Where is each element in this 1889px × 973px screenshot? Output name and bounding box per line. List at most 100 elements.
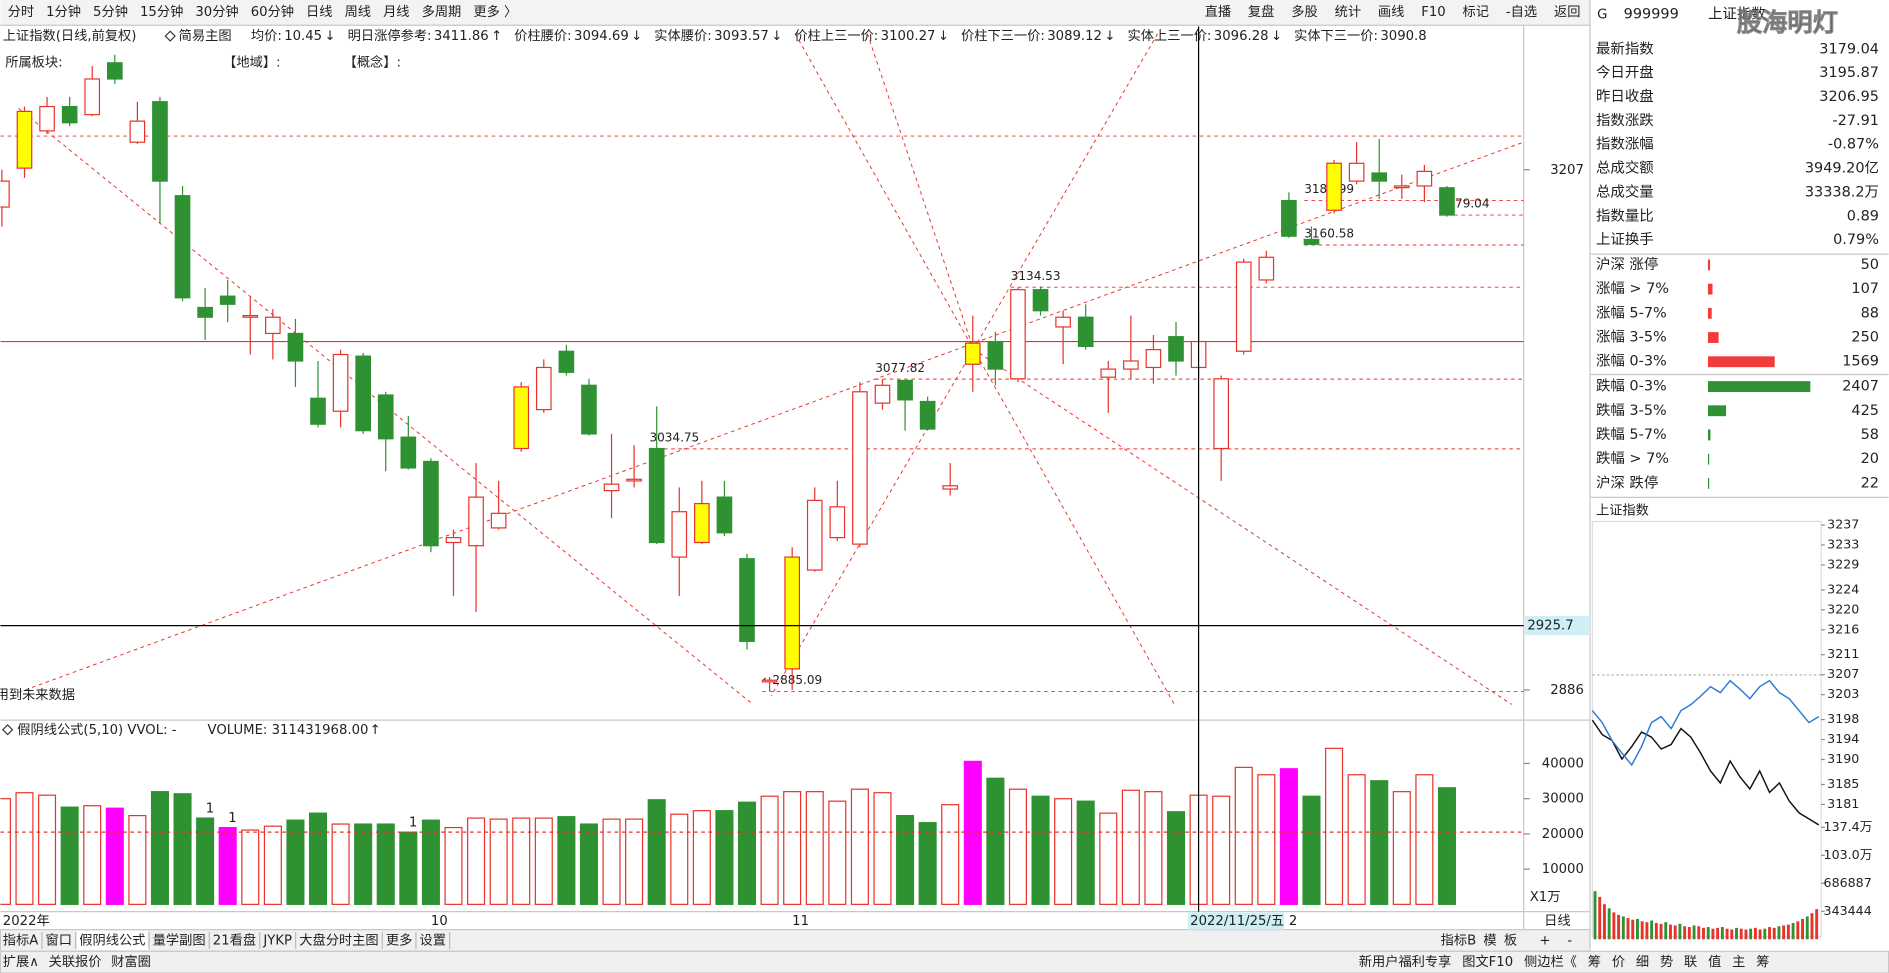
candle-body [1439,187,1455,216]
period-button[interactable]: 30分钟 [195,3,238,20]
volume-bar [670,813,689,905]
intraday-volume-bar [1786,924,1790,940]
tab[interactable]: 21看盘 [213,931,256,948]
volume-bar [963,760,982,905]
status-tab[interactable]: 值 [1708,954,1721,970]
candle-body [897,379,913,401]
intraday-volume-bar [1654,922,1658,940]
volume-bar [241,829,260,905]
tab[interactable]: 板 [1504,932,1517,948]
period-button[interactable]: 更多 〉 [473,3,517,20]
tab[interactable]: - [1567,933,1572,948]
y-tick-label: 3194 [1827,731,1859,746]
candle-body [423,460,439,547]
candle-body [558,350,575,373]
tool-button[interactable]: 复盘 [1248,3,1274,20]
intraday-volume-bar [1782,925,1786,940]
period-button[interactable]: 多周期 [422,3,462,20]
indicator-value: 实体上三一价: [1128,28,1212,44]
volume-bar [1166,811,1186,905]
y-tick-label: 3233 [1827,536,1859,551]
candle-body [1123,360,1139,370]
tab[interactable]: 指标B [1441,932,1477,948]
candle-body [694,502,710,544]
period-button[interactable]: 分时 [8,4,34,20]
tab[interactable]: 假阴线公式 [79,932,145,948]
tab[interactable]: 指标A [3,932,39,948]
tool-button[interactable]: 画线 [1378,4,1404,20]
candle-body [1348,162,1365,182]
period-button[interactable]: 15分钟 [140,3,183,20]
volume-bar [1302,795,1321,905]
volume-bar [489,818,508,905]
status-tab[interactable]: 细 [1636,954,1649,970]
candle-body [671,511,688,558]
period-button[interactable]: 5分钟 [93,3,128,20]
tool-button[interactable]: 多股 [1291,3,1317,20]
y-tick-label: 3198 [1827,711,1859,726]
period-button[interactable]: 日线 [306,4,332,20]
candle-body [1145,349,1162,369]
status-tab[interactable]: 价 [1612,955,1625,970]
status-bar [0,950,1889,973]
x-axis-mode: 日线 [1544,913,1570,929]
intraday-line [1591,679,1820,767]
tab[interactable]: 更多 [386,931,412,948]
status-tab[interactable]: 势 [1660,954,1673,970]
volume-bar [557,816,576,905]
tab[interactable]: 量学副图 [153,932,206,948]
candle-body [1055,316,1071,328]
tool-button[interactable]: 统计 [1335,4,1361,20]
status-tab[interactable]: 主 [1732,954,1745,970]
breadth-label: 涨幅 > 7% [1596,280,1669,297]
tool-button[interactable]: -自选 [1506,4,1537,20]
tool-button[interactable]: 直播 [1205,4,1231,20]
tab[interactable]: 设置 [420,932,446,948]
breadth-value: 22 [1861,475,1879,491]
period-button[interactable]: 60分钟 [251,3,294,20]
candle-body [242,315,259,318]
indicator-arrow: ↓ [631,29,642,44]
status-tab[interactable]: 侧边栏《 [1524,954,1577,970]
tool-button[interactable]: 标记 [1463,4,1489,20]
status-tab[interactable]: 筹 [1756,953,1769,970]
volume-bar [376,823,395,905]
status-tab[interactable]: 新用户福利专享 [1359,953,1452,970]
y-tick-label: 3185 [1827,776,1859,791]
candle-body [829,506,846,539]
intraday-volume-bar [1621,916,1625,940]
trend-line [794,33,1175,705]
breadth-label: 跌幅 0-3% [1596,378,1667,395]
status-tab[interactable]: 联 [1684,954,1697,970]
chart-title: 上证指数(日线,前复权) [3,27,137,44]
tool-button[interactable]: 返回 [1554,4,1580,20]
y-tick-label: 3211 [1827,646,1859,661]
tab[interactable]: 模 [1483,932,1496,948]
status-tab[interactable]: 财富圈 [111,953,151,970]
status-tab[interactable]: 关联报价 [49,954,102,970]
y-tick-label: 40000 [1542,756,1584,771]
tab[interactable]: + [1539,933,1550,948]
status-tab[interactable]: 筹 [1588,953,1601,970]
intraday-volume-bar [1791,922,1795,940]
quote-label: 昨日收盘 [1596,87,1654,105]
candle-body [219,295,236,305]
intraday-volume-bar [1640,921,1644,940]
breadth-value: 250 [1851,330,1879,346]
tool-button[interactable]: F10 [1421,5,1445,20]
status-tab[interactable]: 扩展∧ [3,954,39,970]
status-tab[interactable]: 图文F10 [1462,954,1513,970]
period-button[interactable]: 周线 [345,4,371,20]
quote-value: -0.87% [1828,137,1879,153]
period-button[interactable]: 1分钟 [46,3,81,20]
indicator-arrow: ↓ [938,29,949,44]
period-button[interactable]: 月线 [383,4,409,20]
volume-bar [760,795,779,905]
icon [164,30,176,42]
candle-body [490,512,507,529]
tab[interactable]: 窗口 [46,931,72,948]
tab[interactable]: JYKP [262,933,292,948]
tab[interactable]: 大盘分时主图 [299,931,378,948]
indicator-value: 3089.12 [1047,29,1102,44]
